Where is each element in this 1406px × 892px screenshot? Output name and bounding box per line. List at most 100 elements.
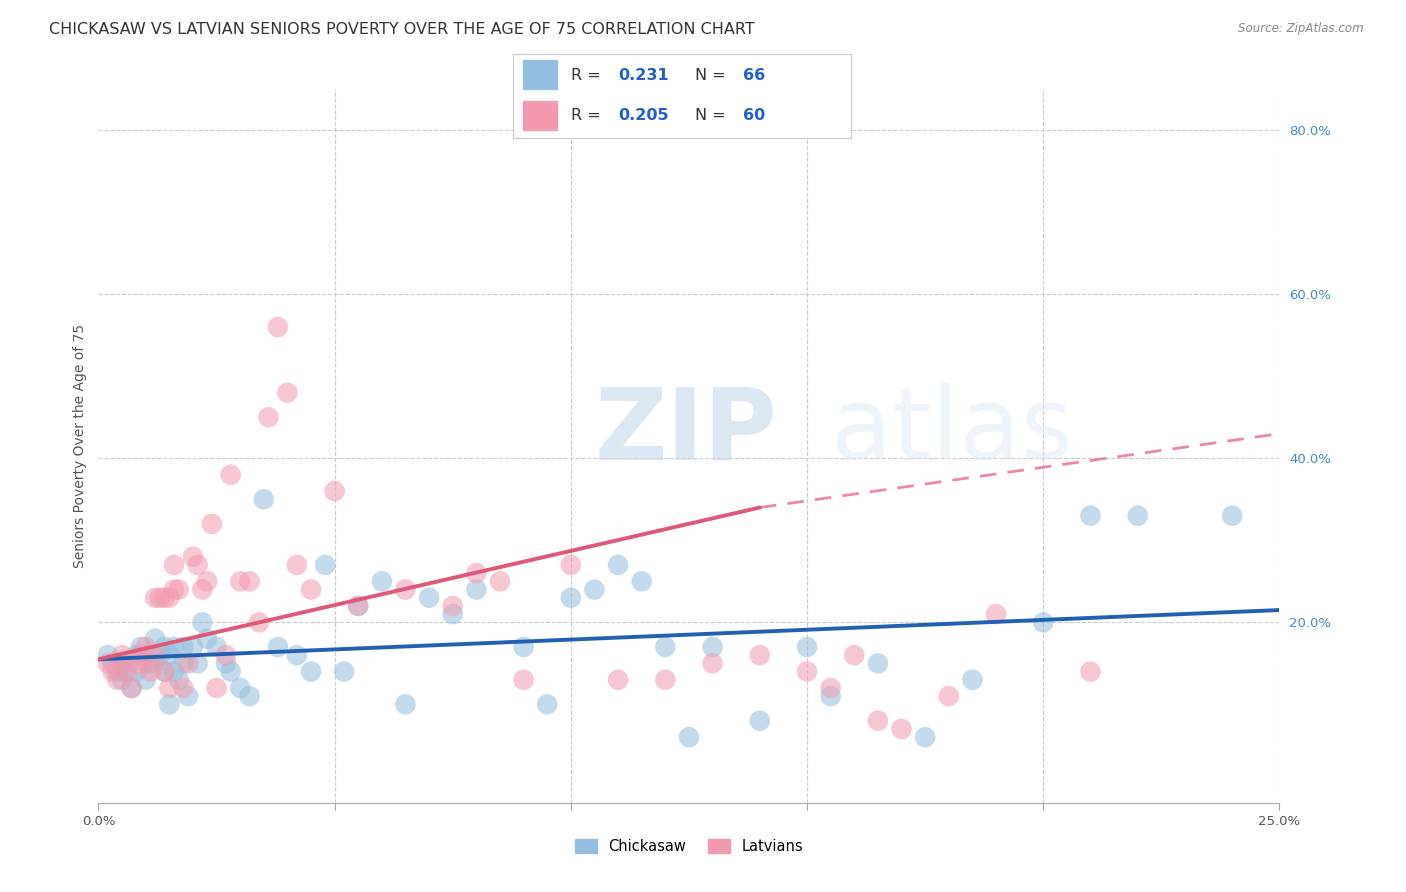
Point <box>299 582 322 597</box>
Point <box>239 574 262 589</box>
Point <box>157 648 180 662</box>
Point <box>215 657 238 671</box>
Point <box>890 722 912 736</box>
Point <box>111 673 134 687</box>
Point <box>441 607 464 622</box>
Point <box>172 681 194 695</box>
Point <box>1220 508 1243 523</box>
Point <box>153 591 176 605</box>
Point <box>1126 508 1149 523</box>
Point <box>167 673 190 687</box>
Point <box>143 657 166 671</box>
Point <box>111 648 134 662</box>
Text: N =: N = <box>696 108 731 123</box>
Point <box>654 640 676 654</box>
Point <box>195 632 218 646</box>
Text: ZIP: ZIP <box>595 384 778 480</box>
Point <box>101 665 124 679</box>
Point <box>121 681 143 695</box>
Point <box>285 648 308 662</box>
Point <box>820 689 842 703</box>
Point <box>285 558 308 572</box>
Point <box>163 558 186 572</box>
Point <box>167 582 190 597</box>
Y-axis label: Seniors Poverty Over the Age of 75: Seniors Poverty Over the Age of 75 <box>73 324 87 568</box>
Point <box>607 673 630 687</box>
Point <box>177 689 200 703</box>
Point <box>111 657 134 671</box>
Text: CHICKASAW VS LATVIAN SENIORS POVERTY OVER THE AGE OF 75 CORRELATION CHART: CHICKASAW VS LATVIAN SENIORS POVERTY OVE… <box>49 22 755 37</box>
Point <box>121 681 143 695</box>
Point <box>984 607 1007 622</box>
Point <box>394 698 416 712</box>
Point <box>129 648 152 662</box>
Point <box>441 599 464 613</box>
Point <box>654 673 676 687</box>
Point <box>866 657 889 671</box>
Point <box>347 599 370 613</box>
Point <box>101 657 124 671</box>
Point <box>938 689 960 703</box>
Point <box>205 681 228 695</box>
Point <box>820 681 842 695</box>
Point <box>191 615 214 630</box>
Point <box>748 714 770 728</box>
Point <box>105 673 128 687</box>
Point <box>135 640 157 654</box>
Point <box>163 640 186 654</box>
Point <box>191 582 214 597</box>
Point <box>257 410 280 425</box>
Point <box>314 558 336 572</box>
Point <box>796 640 818 654</box>
Point <box>143 632 166 646</box>
Point <box>177 657 200 671</box>
Point <box>125 657 148 671</box>
Text: atlas: atlas <box>831 384 1073 480</box>
Point <box>630 574 652 589</box>
Point <box>201 516 224 531</box>
Point <box>135 673 157 687</box>
Text: R =: R = <box>571 68 606 83</box>
Text: Source: ZipAtlas.com: Source: ZipAtlas.com <box>1239 22 1364 36</box>
Text: R =: R = <box>571 108 606 123</box>
Point <box>135 648 157 662</box>
Point <box>247 615 270 630</box>
Point <box>215 648 238 662</box>
Point <box>115 665 138 679</box>
Point <box>229 681 252 695</box>
Text: 60: 60 <box>742 108 765 123</box>
Point <box>333 665 356 679</box>
Point <box>267 640 290 654</box>
Point <box>465 566 488 581</box>
Point <box>229 574 252 589</box>
Point <box>181 640 204 654</box>
Point <box>195 574 218 589</box>
Point <box>181 549 204 564</box>
Point <box>153 640 176 654</box>
Point <box>323 484 346 499</box>
Point <box>172 657 194 671</box>
Point <box>512 640 534 654</box>
Point <box>97 657 120 671</box>
Point <box>187 558 209 572</box>
Point <box>1080 508 1102 523</box>
Point <box>135 657 157 671</box>
Point <box>299 665 322 679</box>
Point <box>253 492 276 507</box>
Point <box>607 558 630 572</box>
Point <box>702 640 724 654</box>
Text: N =: N = <box>696 68 731 83</box>
Point <box>678 730 700 744</box>
Point <box>115 665 138 679</box>
Point <box>187 657 209 671</box>
Legend: Chickasaw, Latvians: Chickasaw, Latvians <box>569 832 808 860</box>
Text: 0.231: 0.231 <box>617 68 668 83</box>
Point <box>276 385 298 400</box>
Point <box>866 714 889 728</box>
Point <box>157 591 180 605</box>
Point <box>149 648 172 662</box>
Point <box>536 698 558 712</box>
Point <box>139 657 162 671</box>
Point <box>125 665 148 679</box>
Point <box>962 673 984 687</box>
